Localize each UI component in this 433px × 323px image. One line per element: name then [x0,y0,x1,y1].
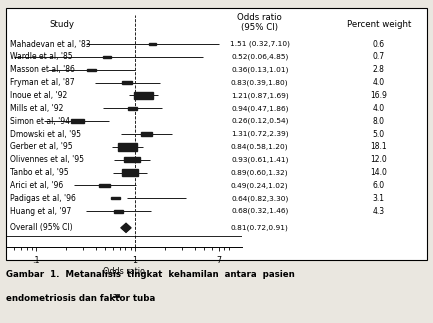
Text: 0.7: 0.7 [373,52,385,61]
Text: 1.51 (0.32,7.10): 1.51 (0.32,7.10) [230,41,290,47]
Text: 5.0: 5.0 [373,130,385,139]
Bar [103,56,111,58]
Text: Mahadevan et al, '83: Mahadevan et al, '83 [10,40,90,48]
Text: 4.0: 4.0 [373,104,385,113]
Text: Padigas et al, '96: Padigas et al, '96 [10,194,75,203]
Text: Simon et al, '94: Simon et al, '94 [10,117,70,126]
Bar [124,157,140,162]
Text: Gerber et al, '95: Gerber et al, '95 [10,142,72,151]
Bar [149,43,156,45]
Text: 0.26(0.12,0.54): 0.26(0.12,0.54) [231,118,288,124]
Bar [113,210,123,213]
Text: 0.64(0.82,3.30): 0.64(0.82,3.30) [231,195,288,202]
Text: Wardle et al, '85: Wardle et al, '85 [10,52,72,61]
Text: Mills et al, '92: Mills et al, '92 [10,104,63,113]
X-axis label: Odds ratio: Odds ratio [103,266,145,276]
Text: 0.93(0.61,1.41): 0.93(0.61,1.41) [231,156,288,163]
Bar [71,119,84,123]
Text: 23: 23 [113,294,121,299]
Text: Gambar  1.  Metanalisis  tingkat  kehamilan  antara  pasien: Gambar 1. Metanalisis tingkat kehamilan … [6,270,295,279]
Text: 16.9: 16.9 [371,91,387,100]
Text: Dmowski et al, '95: Dmowski et al, '95 [10,130,81,139]
Text: Tanbo et al, '95: Tanbo et al, '95 [10,168,68,177]
Text: 0.94(0.47,1.86): 0.94(0.47,1.86) [231,105,288,111]
Bar [134,92,153,99]
Text: 8.0: 8.0 [373,117,385,126]
Bar [111,197,120,200]
Text: 0.84(0.58,1.20): 0.84(0.58,1.20) [231,144,289,150]
Text: 0.49(0.24,1.02): 0.49(0.24,1.02) [231,182,289,189]
Text: 0.81(0.72,0.91): 0.81(0.72,0.91) [231,224,289,231]
Text: Huang et al, '97: Huang et al, '97 [10,207,71,216]
Text: endometriosis dan faktor tuba: endometriosis dan faktor tuba [6,294,156,303]
Text: 3.1: 3.1 [373,194,385,203]
Text: Study: Study [49,20,74,29]
Text: 0.68(0.32,1.46): 0.68(0.32,1.46) [231,208,288,214]
Text: 0.52(0.06,4.85): 0.52(0.06,4.85) [231,54,288,60]
Text: Percent weight: Percent weight [347,20,411,29]
Text: 6.0: 6.0 [373,181,385,190]
Text: 4.0: 4.0 [373,78,385,87]
Text: Arici et al, '96: Arici et al, '96 [10,181,63,190]
Text: 1.21(0.87,1.69): 1.21(0.87,1.69) [231,92,289,99]
Polygon shape [121,223,131,232]
Text: 0.6: 0.6 [373,40,385,48]
Text: 4.3: 4.3 [373,207,385,216]
Bar [99,184,110,187]
Text: Odds ratio
(95% CI): Odds ratio (95% CI) [237,13,282,32]
Bar [122,170,139,176]
Text: 0.36(0.13,1.01): 0.36(0.13,1.01) [231,67,288,73]
Bar [118,143,137,151]
Text: 2.8: 2.8 [373,65,385,74]
Text: 0.89(0.60,1.32): 0.89(0.60,1.32) [231,169,289,176]
Text: 14.0: 14.0 [371,168,387,177]
Text: Masson et al, '86: Masson et al, '86 [10,65,74,74]
Text: Overall (95% CI): Overall (95% CI) [10,223,72,232]
Text: 12.0: 12.0 [371,155,387,164]
Text: Olivennes et al, '95: Olivennes et al, '95 [10,155,84,164]
Text: Inoue et al, '92: Inoue et al, '92 [10,91,67,100]
Text: 18.1: 18.1 [371,142,387,151]
Bar [128,107,137,110]
Bar [142,132,152,136]
Bar [87,69,96,71]
Text: Fryman et al, '87: Fryman et al, '87 [10,78,74,87]
Text: 1.31(0.72,2.39): 1.31(0.72,2.39) [231,131,289,137]
Bar [122,81,132,84]
Text: 0.83(0.39,1.80): 0.83(0.39,1.80) [231,79,289,86]
